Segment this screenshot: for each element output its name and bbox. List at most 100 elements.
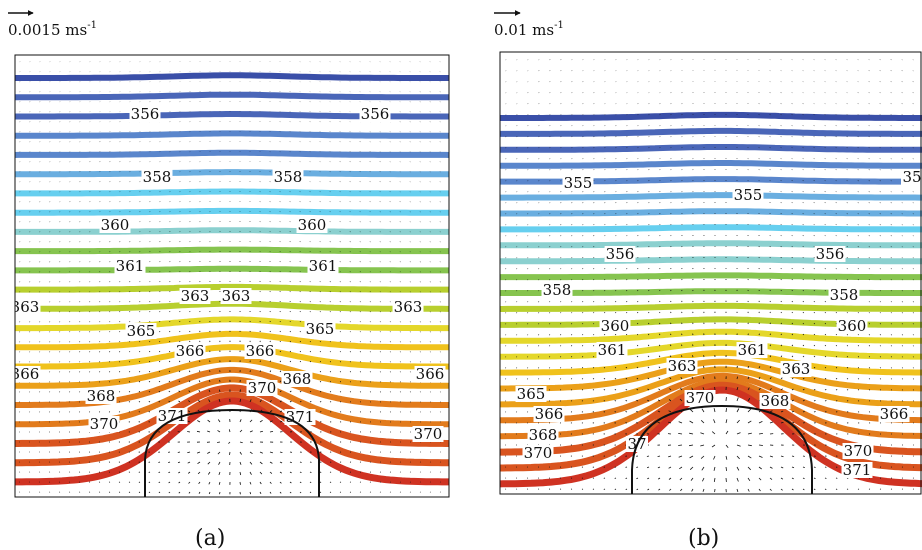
velocity-arrow: [239, 429, 243, 433]
panel-frame-b: [499, 51, 922, 495]
velocity-arrow: [758, 366, 761, 369]
contour-line: [15, 169, 449, 178]
velocity-arrow: [289, 471, 292, 474]
velocity-arrow: [646, 455, 650, 457]
velocity-arrow: [158, 390, 161, 393]
velocity-arrow: [207, 461, 211, 465]
velocity-arrow: [657, 410, 661, 413]
velocity-arrow: [824, 366, 827, 369]
velocity-arrow: [329, 361, 332, 363]
velocity-arrow: [846, 378, 849, 380]
velocity-arrow: [299, 330, 301, 333]
contour-label-bg: [88, 416, 120, 432]
velocity-arrow: [279, 420, 283, 423]
velocity-arrow: [802, 322, 804, 325]
velocity-arrow: [169, 340, 171, 343]
velocity-arrow: [239, 419, 242, 423]
velocity-arrow: [725, 455, 728, 460]
velocity-arrow: [593, 301, 595, 303]
contour-label: 361: [738, 341, 767, 359]
velocity-arrow: [868, 301, 870, 303]
velocity-arrow: [219, 389, 221, 393]
velocity-arrow: [269, 420, 273, 423]
velocity-arrow: [560, 323, 562, 325]
velocity-arrow: [857, 345, 860, 347]
contour-label: 356: [606, 245, 635, 263]
velocity-arrow: [178, 471, 181, 474]
velocity-arrow: [239, 461, 242, 465]
velocity-arrow: [625, 388, 628, 391]
velocity-arrow: [689, 409, 694, 413]
velocity-arrow: [99, 341, 101, 343]
contour-label: 370: [248, 379, 277, 397]
panel-frame-a: [14, 54, 450, 498]
velocity-arrow: [668, 399, 672, 402]
velocity-arrow: [198, 481, 201, 485]
velocity-arrow: [178, 390, 181, 393]
velocity-arrow: [813, 333, 816, 336]
contour-label: 361: [309, 257, 338, 275]
velocity-arrow: [168, 471, 171, 474]
contour-label-bg: [814, 246, 846, 262]
velocity-arrow: [736, 419, 740, 424]
contour-line: [15, 227, 449, 235]
contour-label-bg: [85, 388, 117, 404]
velocity-arrow: [582, 279, 584, 281]
velocity-arrow: [758, 466, 762, 470]
velocity-arrow: [207, 430, 211, 433]
velocity-arrow: [857, 356, 860, 358]
velocity-arrow: [736, 432, 741, 435]
velocity-arrow: [218, 471, 221, 476]
scale-arrow-b: 0.01 ms-1: [494, 10, 564, 39]
velocity-arrow: [615, 312, 617, 314]
velocity-arrow: [659, 311, 661, 314]
velocity-arrow: [669, 355, 672, 358]
contour-label: 368: [283, 370, 312, 388]
velocity-arrow: [571, 268, 573, 270]
velocity-arrow: [758, 433, 763, 435]
velocity-arrow: [780, 344, 783, 347]
velocity-arrow: [758, 376, 761, 380]
velocity-arrow: [769, 322, 771, 325]
contour-label-bg: [307, 258, 339, 274]
contour-label: 366: [416, 365, 445, 383]
velocity-arrow: [571, 301, 573, 303]
velocity-arrow: [658, 377, 661, 380]
velocity-arrow: [813, 411, 816, 413]
velocity-arrow: [636, 322, 639, 325]
velocity-arrow: [713, 408, 716, 413]
velocity-arrow: [339, 321, 341, 323]
velocity-arrow: [207, 451, 211, 454]
contour-label: 366: [535, 405, 564, 423]
contour-label: 366: [246, 342, 275, 360]
velocity-arrow: [780, 377, 783, 380]
velocity-arrow: [229, 451, 231, 455]
velocity-arrow: [692, 355, 694, 358]
contour-label: 365: [306, 320, 335, 338]
velocity-arrow: [758, 488, 761, 492]
velocity-arrow: [138, 401, 141, 403]
velocity-arrow: [857, 312, 859, 314]
velocity-arrow: [593, 312, 595, 314]
velocity-arrow: [299, 400, 302, 403]
contour-line: [15, 356, 449, 389]
contour-label: 360: [838, 317, 867, 335]
velocity-arrow: [299, 340, 301, 343]
velocity-arrow: [780, 466, 784, 469]
velocity-arrow: [689, 455, 694, 459]
contour-line: [15, 246, 449, 255]
velocity-arrow: [592, 367, 595, 369]
contour-line: [15, 376, 449, 428]
velocity-arrow: [570, 345, 573, 347]
velocity-arrow: [890, 301, 892, 303]
velocity-arrow: [636, 488, 639, 491]
velocity-arrow: [725, 466, 727, 471]
velocity-arrow: [713, 466, 716, 471]
velocity-arrow: [791, 477, 794, 480]
velocity-arrow: [791, 466, 795, 469]
scale-label-a: 0.0015 ms: [8, 21, 87, 39]
velocity-arrow: [560, 279, 562, 281]
contour-label-bg: [562, 175, 594, 191]
velocity-arrow: [604, 290, 606, 292]
velocity-arrow: [148, 350, 151, 353]
